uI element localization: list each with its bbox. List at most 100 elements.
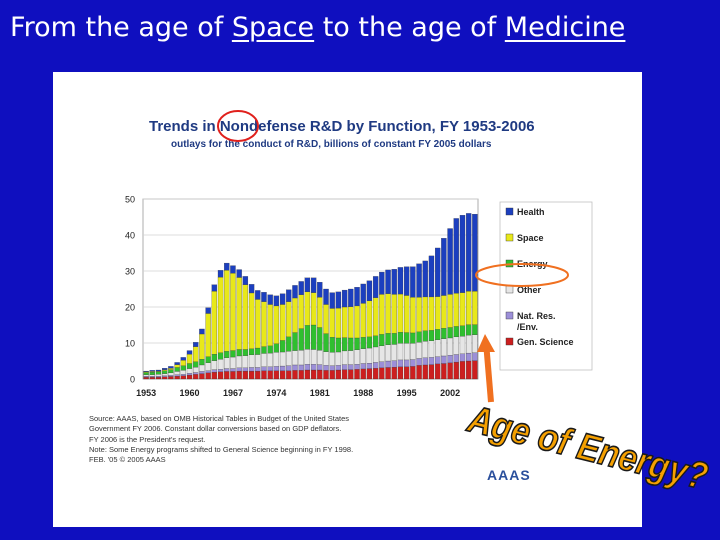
bar-segment bbox=[168, 368, 174, 370]
bar-segment bbox=[236, 367, 242, 372]
bar-segment bbox=[186, 373, 193, 376]
bar-segment bbox=[335, 337, 342, 353]
bar-segment bbox=[323, 370, 329, 380]
x-tick-label: 1967 bbox=[223, 388, 243, 398]
bar-segment bbox=[403, 332, 410, 344]
bar-segment bbox=[329, 370, 335, 380]
bar-segment bbox=[310, 369, 317, 380]
bar-segment bbox=[255, 370, 261, 380]
bar-segment bbox=[255, 354, 261, 368]
bar-segment bbox=[162, 369, 168, 371]
bar-segment bbox=[372, 297, 379, 336]
bar-segment bbox=[211, 372, 218, 380]
bar-segment bbox=[341, 364, 348, 370]
bar-segment bbox=[199, 328, 205, 335]
bar-segment bbox=[329, 292, 335, 309]
bar-segment bbox=[403, 343, 410, 361]
bar-segment bbox=[155, 374, 162, 377]
bar-segment bbox=[466, 334, 472, 354]
bar-segment bbox=[372, 335, 379, 348]
bar-segment bbox=[422, 341, 428, 358]
bar-segment bbox=[422, 330, 428, 342]
bar-segment bbox=[242, 367, 249, 372]
bar-segment bbox=[385, 367, 391, 380]
bar-segment bbox=[360, 337, 366, 349]
bar-segment bbox=[310, 292, 317, 326]
bar-segment bbox=[217, 352, 224, 360]
bar-segment bbox=[267, 352, 273, 367]
bar-segment bbox=[162, 368, 168, 370]
bar-segment bbox=[366, 300, 373, 338]
bar-segment bbox=[236, 269, 242, 278]
bar-segment bbox=[441, 363, 447, 380]
title-keyword-medicine: Medicine bbox=[504, 12, 626, 43]
bar-segment bbox=[403, 266, 410, 296]
bar-segment bbox=[155, 369, 162, 372]
bar-segment bbox=[224, 351, 230, 358]
bar-segment bbox=[230, 356, 236, 369]
bar-segment bbox=[447, 294, 453, 328]
bar-segment bbox=[186, 363, 193, 369]
bar-segment bbox=[162, 373, 168, 376]
bar-segment bbox=[273, 366, 280, 371]
bar-segment bbox=[360, 368, 366, 380]
chart-title: Trends in Nondefense R&D by Function, FY… bbox=[149, 118, 535, 135]
bar-segment bbox=[348, 350, 354, 365]
bar-segment bbox=[230, 368, 236, 372]
x-tick-label: 1953 bbox=[136, 388, 156, 398]
bar-segment bbox=[385, 344, 391, 362]
bar-segment bbox=[348, 364, 354, 370]
bar-segment bbox=[391, 294, 397, 334]
bar-segment bbox=[329, 352, 335, 366]
bar-segment bbox=[236, 277, 242, 350]
bar-segment bbox=[329, 365, 335, 371]
bar-segment bbox=[261, 292, 267, 302]
bar-segment bbox=[180, 370, 186, 375]
bar-segment bbox=[466, 291, 472, 325]
bar-segment bbox=[329, 308, 335, 338]
bar-segment bbox=[230, 371, 236, 380]
bar-segment bbox=[422, 357, 428, 366]
bar-segment bbox=[242, 284, 249, 350]
bar-segment bbox=[298, 328, 304, 351]
bar-segment bbox=[193, 342, 199, 347]
bar-segment bbox=[286, 370, 292, 380]
bar-segment bbox=[224, 262, 230, 271]
bar-segment bbox=[211, 284, 218, 292]
bar-segment bbox=[273, 370, 280, 380]
bar-segment bbox=[391, 360, 397, 368]
chart-panel: Trends in Nondefense R&D by Function, FY… bbox=[53, 72, 642, 527]
bar-segment bbox=[211, 354, 218, 361]
bar-segment bbox=[292, 332, 298, 351]
bar-segment bbox=[205, 362, 211, 371]
bar-segment bbox=[186, 354, 193, 364]
bar-segment bbox=[242, 276, 249, 285]
bar-segment bbox=[341, 369, 348, 380]
bar-segment bbox=[335, 369, 342, 380]
bar-segment bbox=[193, 361, 199, 368]
bar-segment bbox=[435, 247, 441, 297]
bar-segment bbox=[397, 359, 404, 367]
bar-segment bbox=[447, 362, 453, 380]
y-tick-label: 40 bbox=[125, 231, 135, 241]
energy-arrow bbox=[477, 334, 495, 403]
plot-area bbox=[142, 198, 479, 380]
bar-segment bbox=[472, 334, 478, 353]
bar-segment bbox=[366, 368, 373, 380]
source-line: Government FY 2006. Constant dollar conv… bbox=[89, 424, 342, 434]
bar-segment bbox=[217, 270, 224, 278]
source-line: Source: AAAS, based on OMB Historical Ta… bbox=[89, 414, 350, 423]
bar-segment bbox=[416, 331, 422, 343]
bar-segment bbox=[428, 340, 435, 358]
bar-segment bbox=[348, 369, 354, 380]
bar-segment bbox=[403, 359, 410, 367]
bar-segment bbox=[279, 304, 286, 341]
bar-segment bbox=[335, 291, 342, 309]
bar-segment bbox=[466, 352, 472, 362]
bar-segment bbox=[168, 375, 174, 377]
bar-segment bbox=[354, 349, 360, 365]
bar-segment bbox=[379, 294, 385, 335]
bar-segment bbox=[435, 296, 441, 330]
bar-segment bbox=[391, 269, 397, 295]
bar-segment bbox=[348, 306, 354, 339]
